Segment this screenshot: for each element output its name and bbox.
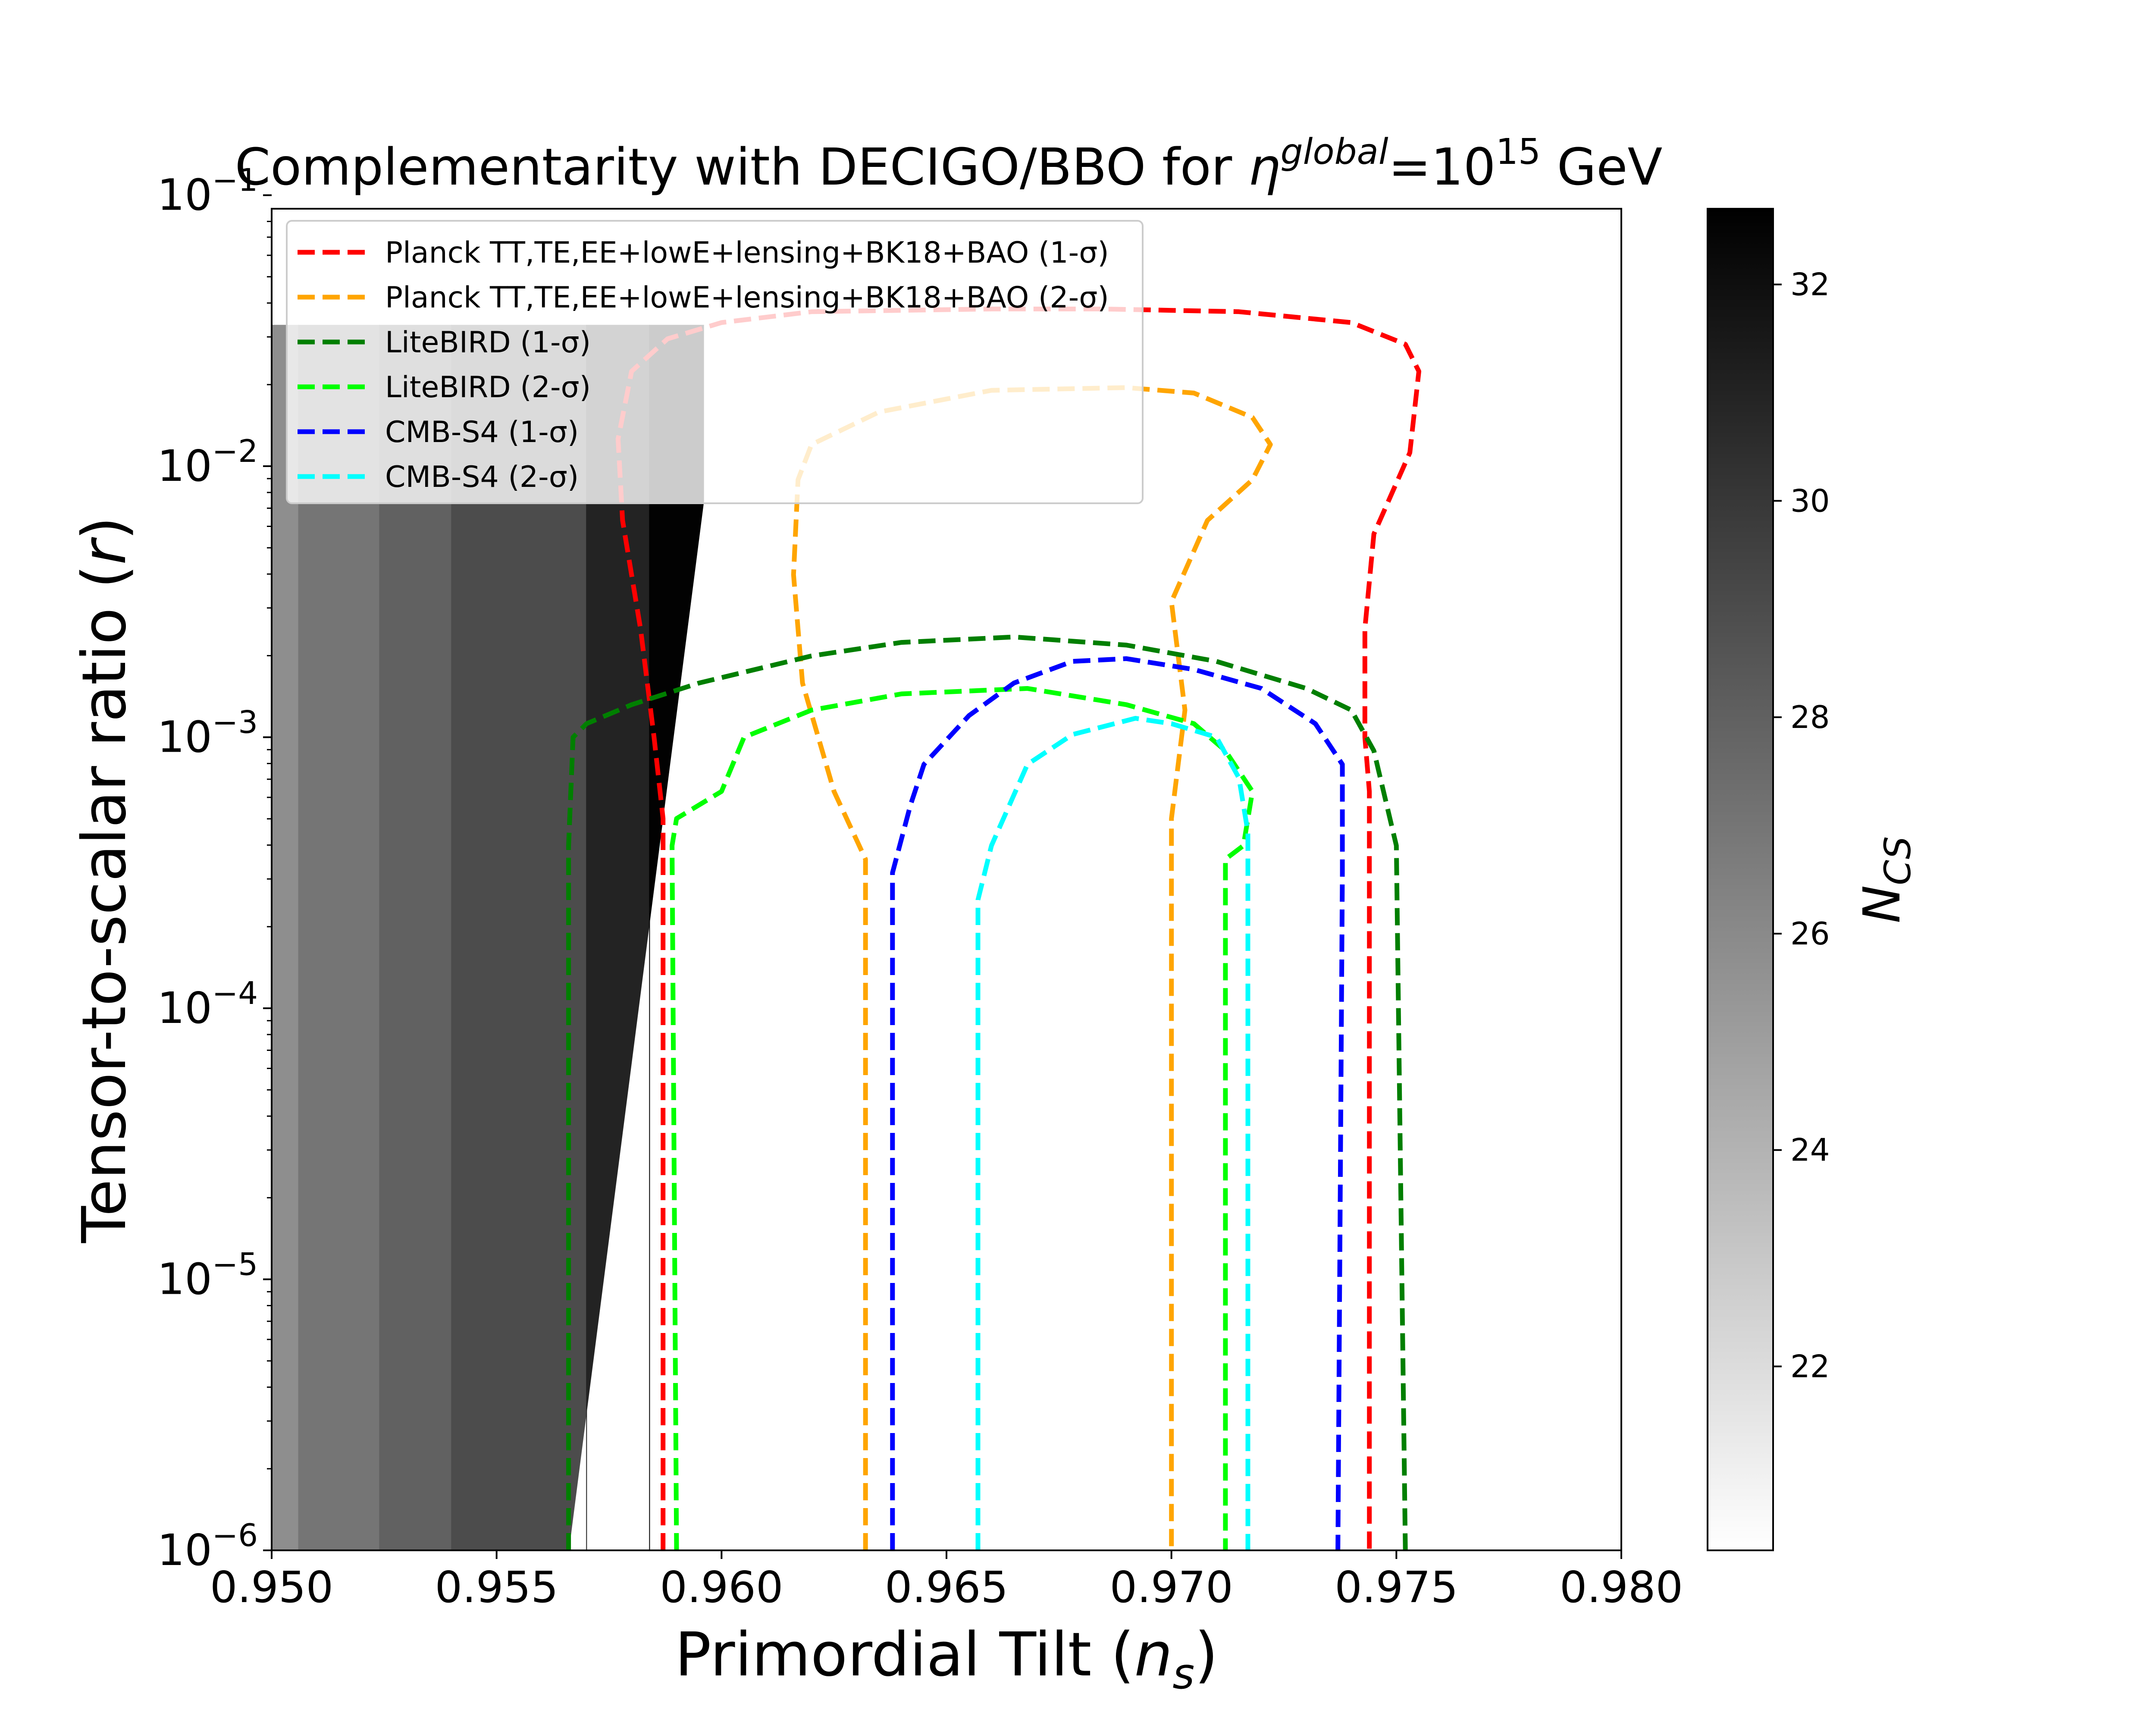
cb-tick-label: 22: [1790, 1348, 1830, 1384]
y-axis-label: Tensor-to-scalar ratio (r): [69, 517, 140, 1244]
x-tick-label: 0.950: [210, 1562, 333, 1612]
legend-label-3: LiteBIRD (1-σ): [385, 326, 591, 360]
ylabel-italic: r: [69, 537, 140, 565]
x-axis-label: Primordial Tilt (ns): [675, 1620, 1218, 1699]
xlabel-end: ): [1194, 1620, 1218, 1690]
series-line-5: [890, 656, 1345, 1550]
cb-tick-label: 32: [1790, 267, 1830, 303]
ylabel-end: ): [69, 517, 140, 540]
y-tick-label: 10−5: [157, 1246, 258, 1305]
cb-label-sub: CS: [1877, 836, 1919, 885]
series-line-2: [791, 385, 1273, 1550]
title-suffix: GeV: [1541, 137, 1662, 197]
cb-label-italic: N: [1852, 885, 1912, 923]
cb-tick-label: 24: [1790, 1132, 1830, 1168]
series-line-3: [566, 634, 1408, 1550]
legend-label-2: Planck TT,TE,EE+lowE+lensing+BK18+BAO (2…: [385, 281, 1109, 315]
legend-box: [286, 220, 1144, 504]
y-tick-label: 10−1: [157, 162, 258, 220]
x-tick-label: 0.975: [1335, 1562, 1458, 1612]
x-axis-ticks: 0.950 0.955 0.960 0.965 0.970 0.975 0.980: [210, 1550, 1683, 1612]
y-tick-label: 10−4: [157, 975, 258, 1033]
xlabel-sub: s: [1172, 1650, 1194, 1699]
series-line-6: [975, 716, 1250, 1550]
title-equals: =10: [1388, 137, 1496, 197]
y-tick-label: 10−3: [157, 704, 258, 762]
legend-label-5: CMB-S4 (1-σ): [385, 415, 579, 449]
x-tick-label: 0.965: [885, 1562, 1008, 1612]
xlabel-main: Primordial Tilt (: [675, 1620, 1134, 1690]
title-exponent: 15: [1496, 132, 1541, 172]
colorbar-label: NCS: [1852, 836, 1919, 923]
y-tick-label: 10−2: [157, 433, 258, 491]
title-prefix: Complementarity with DECIGO/BBO for: [235, 137, 1248, 197]
title-symbol: η: [1248, 137, 1281, 197]
cb-tick-label: 26: [1790, 916, 1830, 952]
x-tick-label: 0.970: [1110, 1562, 1233, 1612]
series-line-4: [670, 686, 1255, 1550]
legend-label-4: LiteBIRD (2-σ): [385, 370, 591, 405]
cb-tick-label: 30: [1790, 483, 1830, 519]
ylabel-main: Tensor-to-scalar ratio (: [69, 565, 140, 1243]
x-tick-label: 0.955: [435, 1562, 558, 1612]
legend: Planck TT,TE,EE+lowE+lensing+BK18+BAO (1…: [286, 220, 1144, 504]
x-tick-label: 0.980: [1560, 1562, 1683, 1612]
y-tick-label: 10−6: [157, 1517, 258, 1575]
cb-tick-label: 28: [1790, 699, 1830, 735]
ncs-band-5: [586, 325, 650, 1550]
legend-label-1: Planck TT,TE,EE+lowE+lensing+BK18+BAO (1…: [385, 236, 1109, 270]
ncs-region: [272, 325, 704, 1550]
ncs-band-3: [379, 325, 452, 1550]
colorbar: 22 24 26 28 30 32 NCS: [1707, 208, 1919, 1551]
xlabel-italic: n: [1134, 1620, 1173, 1690]
x-tick-label: 0.960: [660, 1562, 783, 1612]
ncs-band-1: [272, 325, 299, 1550]
title-superscript: global: [1281, 132, 1388, 172]
colorbar-gradient: [1707, 208, 1774, 1551]
ncs-band-2: [298, 325, 380, 1550]
y-axis-ticks: 10−6 10−5 10−4 10−3 10−2 10−1: [157, 162, 272, 1575]
chart-title: Complementarity with DECIGO/BBO for ηglo…: [235, 132, 1663, 197]
legend-label-6: CMB-S4 (2-σ): [385, 460, 579, 494]
